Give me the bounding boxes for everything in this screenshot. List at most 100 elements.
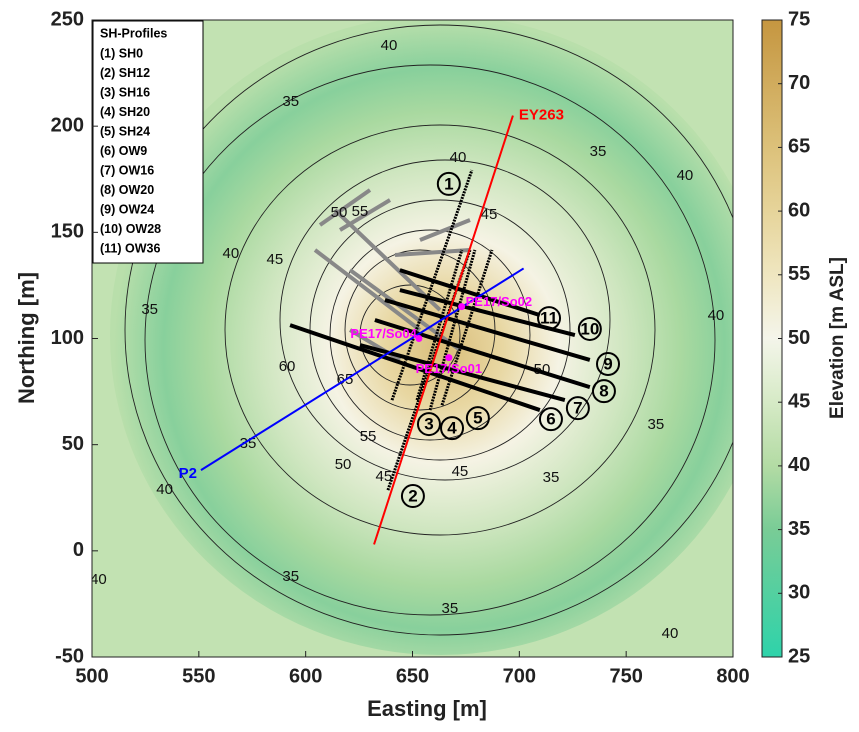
legend-entry: (8) OW20	[100, 183, 154, 197]
profile-marker-label: 5	[473, 409, 482, 428]
profile-line	[415, 249, 464, 401]
colorbar-tick-label: 30	[788, 582, 810, 604]
survey-line-label: P2	[179, 465, 197, 482]
profile-line	[399, 268, 541, 318]
legend-entry: (1) SH0	[100, 46, 143, 60]
profile-marker	[436, 171, 461, 196]
contour-label: 40	[450, 149, 467, 166]
legend-entry: (11) OW36	[100, 241, 160, 255]
x-tick-label: 600	[289, 665, 322, 687]
profile-marker-label: 6	[546, 410, 555, 429]
colorbar-tick-label: 75	[788, 8, 810, 30]
borehole-label: PE17/So04	[350, 326, 417, 341]
contour-label: 45	[481, 206, 498, 223]
colorbar-tick-label: 25	[788, 645, 810, 667]
contour-label: 50	[331, 204, 348, 221]
borehole	[415, 335, 423, 342]
x-tick-label: 750	[609, 665, 642, 687]
colorbar-tick-label: 55	[788, 263, 810, 285]
borehole-label: PE17/So01	[416, 361, 483, 376]
legend-entry: (6) OW9	[100, 144, 147, 158]
profile-marker	[440, 416, 465, 441]
profile-marker	[537, 306, 562, 331]
x-tick-label: 650	[396, 665, 429, 687]
contours	[124, 24, 733, 636]
colorbar-tick-label: 45	[788, 390, 810, 412]
borehole-label: PE17/So02	[466, 294, 532, 309]
y-tick-label: 150	[51, 221, 84, 243]
profile-marker	[577, 316, 602, 341]
contour-label: 35	[648, 416, 665, 433]
contour-label: 40	[90, 571, 107, 588]
contour-label: 35	[282, 93, 299, 110]
legend-box	[92, 20, 204, 264]
contour-label: 35	[282, 568, 299, 585]
contour-label: 55	[360, 428, 377, 445]
y-tick-label: 200	[51, 114, 84, 136]
profile-marker-label: 9	[603, 354, 612, 373]
contour-label: 40	[708, 307, 725, 324]
contour-label: 55	[352, 203, 369, 220]
legend-entry: (3) SH16	[100, 85, 150, 99]
y-tick-label: 100	[51, 327, 84, 349]
legend-title: SH-Profiles	[100, 26, 167, 40]
profile-line	[390, 169, 474, 401]
profile-marker	[591, 379, 616, 404]
x-tick-label: 500	[75, 665, 108, 687]
contour-label: 45	[452, 463, 469, 480]
survey-line	[373, 115, 514, 545]
profile-marker-label: 8	[599, 382, 608, 401]
profile-marker-label: 4	[447, 419, 457, 438]
legend-entry: (9) OW24	[100, 202, 154, 216]
y-tick-label: 250	[51, 8, 84, 30]
legend: SH-Profiles (1) SH0 (2) SH12 (3) SH16 (4) S…	[92, 20, 204, 264]
profile-line	[289, 323, 541, 412]
contour-label: 40	[381, 37, 398, 54]
y-tick-label: -50	[55, 645, 84, 667]
contour-label: 35	[590, 143, 607, 160]
colorbar-tick-label: 65	[788, 136, 810, 158]
colorbar-label: Elevation [m ASL]	[827, 257, 848, 419]
contour-label: 35	[543, 469, 560, 486]
legend-entry: (7) OW16	[100, 163, 154, 177]
profile-marker	[596, 351, 621, 376]
x-tick-label: 550	[182, 665, 215, 687]
x-axis-label: Easting [m]	[367, 696, 487, 721]
profile-marker-label: 1	[444, 174, 453, 193]
y-tick-label: 50	[62, 433, 84, 455]
profile-line	[374, 318, 591, 390]
contour-label: 40	[156, 481, 173, 498]
profile-line	[359, 343, 566, 403]
survey-line	[200, 267, 525, 471]
colorbar-tick-label: 60	[788, 199, 810, 221]
profile-line	[384, 298, 591, 362]
colorbar-tick-label: 35	[788, 518, 810, 540]
y-tick-label: 0	[73, 539, 84, 561]
profile-marker	[416, 412, 441, 437]
legend-entry: (2) SH12	[100, 66, 150, 80]
colorbar-tick-label: 70	[788, 72, 810, 94]
contour-label: 60	[279, 358, 296, 375]
legend-entry: (5) SH24	[100, 124, 150, 138]
contour-label: 35	[141, 301, 158, 318]
x-tick-label: 700	[503, 665, 536, 687]
profile-marker-label: 11	[540, 309, 558, 328]
profile-marker-label: 10	[580, 319, 599, 338]
profile-marker-label: 2	[408, 487, 417, 506]
profile-marker-label: 7	[573, 399, 582, 418]
y-axis-label: Northing [m]	[14, 272, 39, 404]
profile-marker	[538, 407, 563, 432]
survey-line-label: EY263	[519, 107, 564, 124]
contour-label: 40	[677, 167, 694, 184]
contour-label: 50	[335, 456, 352, 473]
borehole	[458, 303, 466, 311]
profile-marker	[465, 406, 490, 431]
borehole	[445, 354, 453, 362]
legend-entry: (10) OW28	[100, 222, 161, 236]
x-tick-label: 800	[716, 665, 749, 687]
colorbar-tick-label: 40	[788, 454, 810, 476]
contour-label: 45	[376, 468, 393, 485]
colorbar-tick-label: 50	[788, 327, 810, 349]
